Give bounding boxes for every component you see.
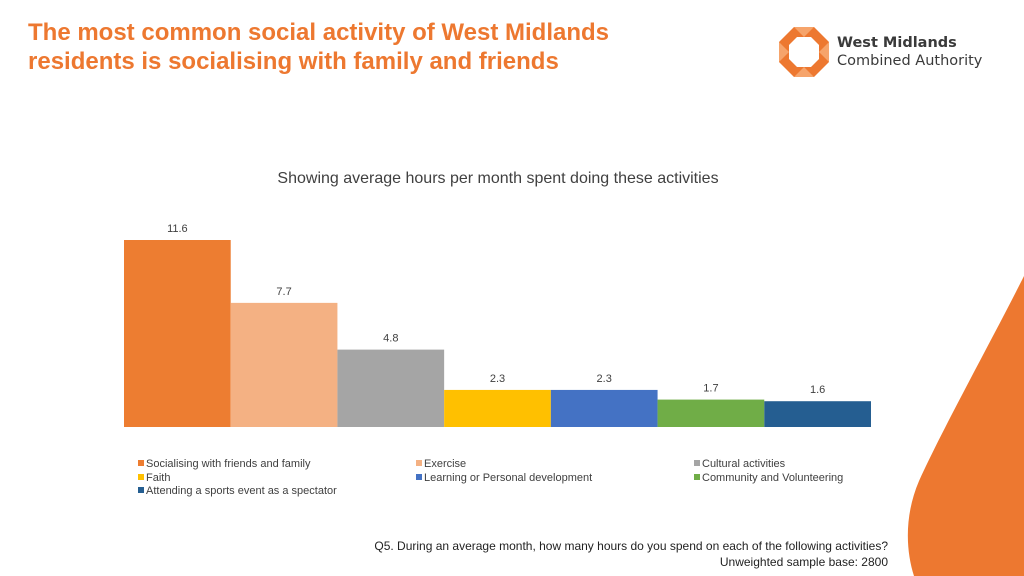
legend-label: Socialising with friends and family: [146, 458, 311, 470]
legend-swatch: [138, 473, 144, 480]
corner-decoration: [907, 276, 1024, 576]
wmca-octagon-logo-icon: [779, 27, 829, 77]
legend-label: Attending a sports event as a spectator: [146, 485, 337, 497]
legend-item: Faith: [138, 472, 170, 485]
data-label: 4.8: [383, 333, 398, 345]
data-label: 1.7: [703, 383, 718, 395]
legend-item: Attending a sports event as a spectator: [138, 485, 337, 498]
legend-label: Community and Volunteering: [702, 471, 844, 484]
data-label: 7.7: [276, 286, 291, 298]
data-label: 2.3: [490, 373, 505, 385]
chart-bar: [764, 401, 871, 427]
legend-swatch: [694, 460, 700, 466]
logo-text: West Midlands Combined Authority: [837, 34, 982, 70]
wmca-logo: West Midlands Combined Authority: [778, 26, 1008, 78]
chart-bar: [444, 389, 551, 427]
chart-bar: [230, 302, 338, 427]
page-title-line1: The most common social activity of West …: [28, 19, 610, 46]
chart-bar: [124, 240, 231, 427]
legend-item: Cultural activities: [694, 458, 785, 471]
footnote: Q5. During an average month, how many ho…: [374, 538, 888, 570]
legend-item: Exercise: [416, 458, 466, 471]
page-title: The most common social activity of West …: [28, 18, 728, 76]
chart-bar: [657, 399, 765, 427]
legend-label: Cultural activities: [702, 458, 786, 470]
data-label: 11.6: [167, 223, 188, 235]
page-title-line2: residents is socialising with family and…: [28, 48, 559, 75]
legend-label: Exercise: [424, 458, 467, 470]
footnote-question: Q5. During an average month, how many ho…: [374, 539, 888, 553]
legend-swatch: [138, 460, 144, 466]
legend-item: Community and Volunteering: [694, 472, 843, 485]
data-label: 1.6: [810, 384, 825, 396]
chart-title: Showing average hours per month spent do…: [277, 170, 719, 187]
logo-line1: West Midlands: [837, 35, 957, 51]
legend-swatch: [416, 473, 422, 480]
legend-item: Socialising with friends and family: [138, 458, 310, 471]
legend-item: Learning or Personal development: [416, 472, 592, 485]
legend-swatch: [416, 460, 422, 466]
legend-label: Learning or Personal development: [424, 471, 593, 484]
chart-bar: [337, 349, 445, 427]
chart-bar: [550, 389, 658, 427]
footnote-base: Unweighted sample base: 2800: [719, 555, 888, 569]
logo-line2: Combined Authority: [837, 53, 983, 69]
data-label: 2.3: [597, 373, 612, 385]
legend-swatch: [694, 473, 700, 480]
legend-label: Faith: [146, 471, 171, 484]
legend-swatch: [138, 487, 144, 493]
